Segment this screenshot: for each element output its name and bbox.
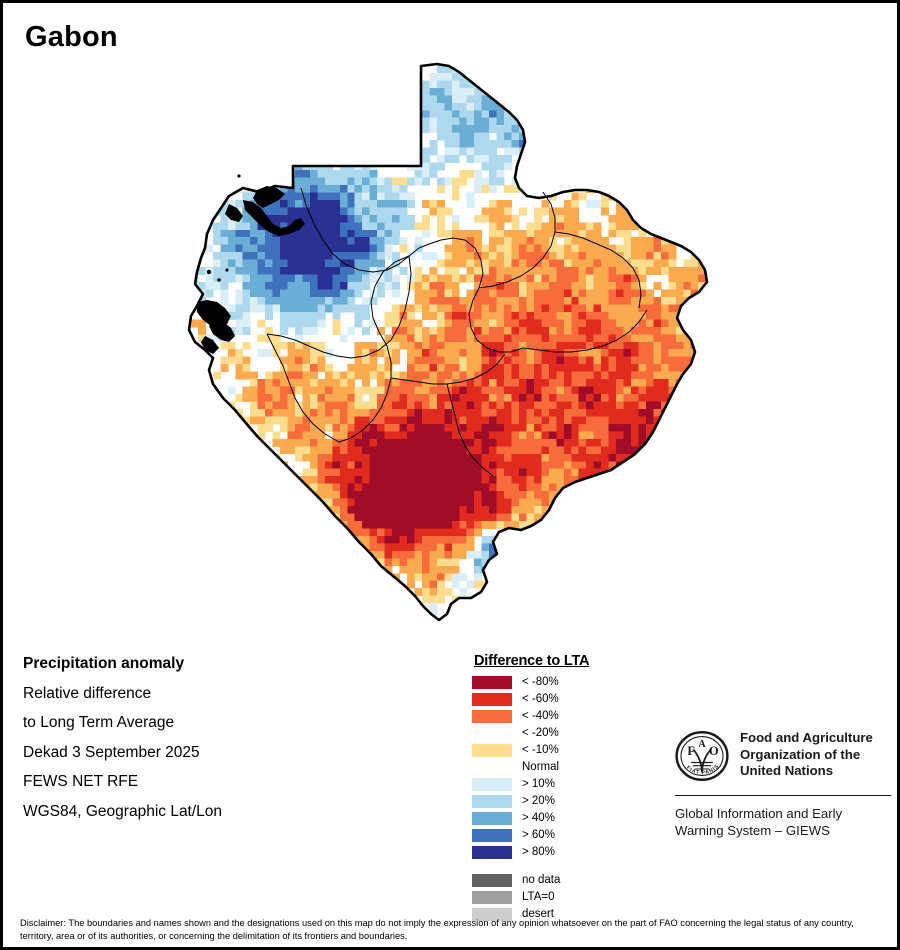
legend-extra-list: no data LTA=0 desert [472,872,642,923]
fao-org-line-0: Food and Agriculture [740,730,873,745]
legend-entry-label: < -10% [522,743,559,756]
legend-entry-swatch [472,795,512,808]
legend-entry-row[interactable]: Normal [472,759,642,776]
caption-line-3: Dekad 3 September 2025 [23,743,200,761]
legend-entry-row[interactable]: < -80% [472,674,642,691]
legend-extra-row[interactable]: desert [472,906,642,923]
fao-branding: F A O FIAT PANIS Food and Agriculture Or… [675,729,891,839]
legend-spacer [472,861,642,872]
legend-entry-row[interactable]: < -40% [472,708,642,725]
legend-extra-swatch [472,874,512,887]
choropleth-map[interactable] [183,58,743,633]
legend-entry-label: > 60% [522,828,555,841]
legend-entry-row[interactable]: < -20% [472,725,642,742]
map-legend: Difference to LTA < -80% < -60% < -40% < -2… [472,653,642,923]
legend-entry-row[interactable]: < -60% [472,691,642,708]
fao-logo-icon: F A O FIAT PANIS [675,731,729,781]
coastal-estuary-detail [197,174,305,354]
legend-entry-swatch [472,761,512,774]
legend-entry-label: < -40% [522,709,559,722]
legend-entry-row[interactable]: > 80% [472,844,642,861]
legend-entry-row[interactable]: < -10% [472,742,642,759]
legend-entry-label: > 80% [522,845,555,858]
giews-line-0: Global Information and Early [675,806,843,821]
legend-extra-row[interactable]: no data [472,872,642,889]
caption-line-4: FEWS NET RFE [23,773,139,790]
legend-extra-label: desert [522,907,554,920]
national-boundary [187,62,709,622]
map-caption: Precipitation anomaly Relative differenc… [23,656,293,833]
legend-title: Difference to LTA [474,653,590,669]
giews-programme-name: Global Information and Early Warning Sys… [675,805,891,839]
svg-text:O: O [709,744,719,758]
caption-line-1: Relative difference [23,684,152,702]
caption-line-0: Precipitation anomaly [23,655,185,672]
legend-entry-swatch [472,829,512,842]
fao-org-line-1: Organization of the [740,746,861,762]
giews-line-1: Warning System – GIEWS [675,823,830,839]
legend-entry-swatch [472,727,512,740]
legend-extra-row[interactable]: LTA=0 [472,889,642,906]
legend-extra-label: LTA=0 [522,890,555,903]
caption-line-5: WGS84, Geographic Lat/Lon [23,802,223,820]
legend-entry-label: < -20% [522,726,559,739]
legend-entry-label: > 40% [522,811,555,824]
legend-extra-swatch [472,891,512,904]
fao-divider [675,795,891,796]
legend-entry-row[interactable]: > 20% [472,793,642,810]
legend-entry-swatch [472,812,512,825]
anomaly-raster [189,64,707,620]
legend-entry-label: > 20% [522,794,555,807]
legend-entry-label: > 10% [522,777,555,790]
legend-entry-swatch [472,778,512,791]
svg-text:A: A [698,739,706,750]
svg-text:F: F [687,744,695,758]
legend-entry-list: < -80% < -60% < -40% < -20% < -10% Normal > 10… [472,674,642,861]
legend-entry-swatch [472,710,512,723]
fao-org-line-2: United Nations [740,763,834,779]
fao-organization-name: Food and Agriculture Organization of the… [740,729,873,780]
legend-extra-swatch [472,908,512,921]
legend-entry-row[interactable]: > 40% [472,810,642,827]
caption-line-2: to Long Term Average [23,714,175,731]
disclaimer-text: Disclaimer: The boundaries and names sho… [20,918,854,942]
legend-entry-swatch [472,693,512,706]
province-boundaries [266,187,648,477]
page-title: Gabon [25,21,118,53]
legend-entry-row[interactable]: > 10% [472,776,642,793]
legend-extra-label: no data [522,873,561,886]
legend-entry-swatch [472,744,512,757]
legend-entry-row[interactable]: > 60% [472,827,642,844]
legend-entry-label: < -60% [522,692,559,705]
legend-entry-swatch [472,846,512,859]
map-canvas[interactable] [183,58,743,633]
legend-entry-swatch [472,676,512,689]
legend-entry-label: < -80% [522,675,559,688]
legend-entry-label: Normal [522,760,560,773]
